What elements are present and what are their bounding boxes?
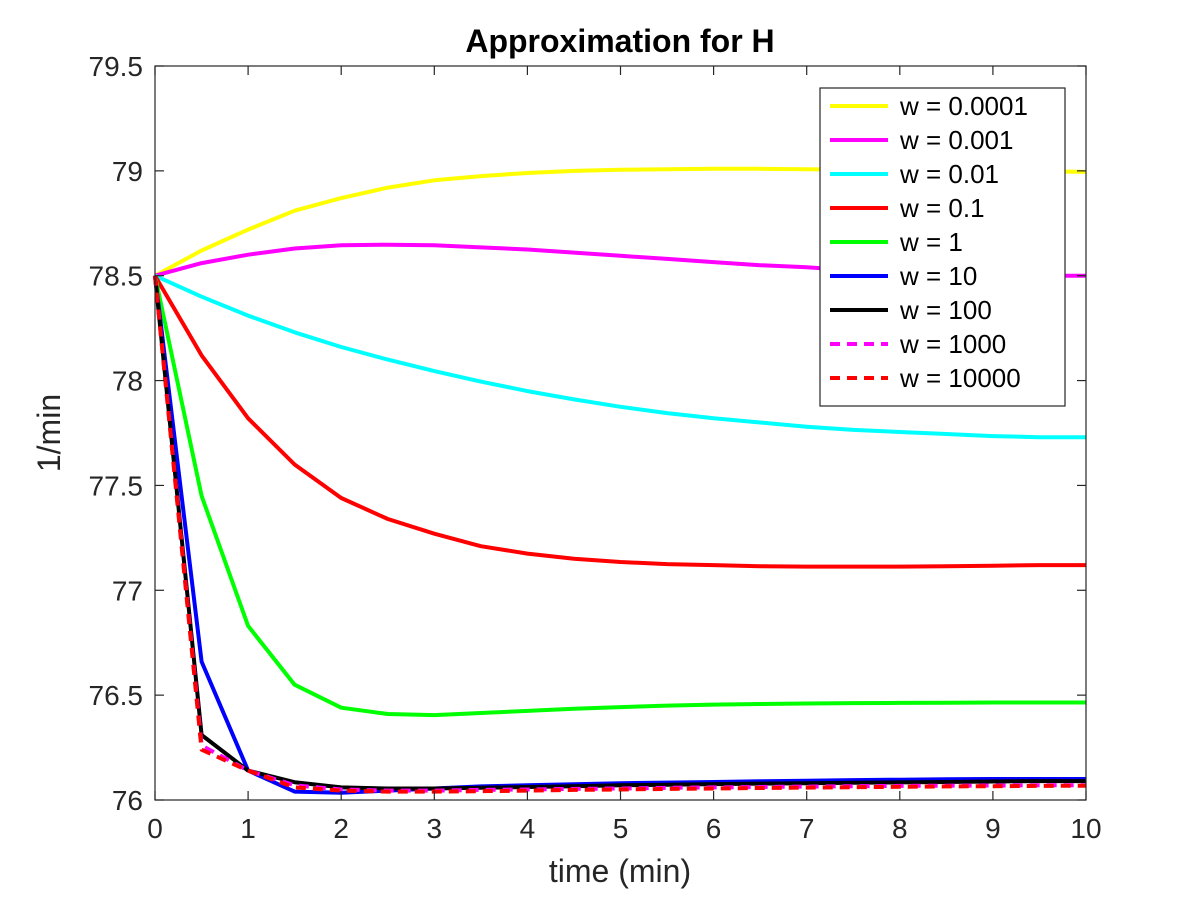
y-tick-label: 77.5 xyxy=(89,470,144,501)
series-line-6 xyxy=(153,275,1086,791)
legend-label-3: w = 0.1 xyxy=(899,193,985,223)
y-tick-label: 79 xyxy=(112,156,143,187)
x-tick-label: 3 xyxy=(427,813,443,844)
series-line-4 xyxy=(153,275,1086,718)
y-tick-label: 79.5 xyxy=(89,51,144,82)
y-tick-label: 76 xyxy=(112,785,143,816)
series-line-5 xyxy=(153,275,1086,795)
series-layer xyxy=(153,166,1087,795)
x-tick-label: 5 xyxy=(613,813,629,844)
series-line-3 xyxy=(153,274,1086,569)
y-tick-label: 77 xyxy=(112,575,143,606)
legend-label-5: w = 10 xyxy=(899,261,977,291)
x-tick-label: 1 xyxy=(240,813,256,844)
x-tick-label: 8 xyxy=(892,813,908,844)
legend-label-8: w = 10000 xyxy=(899,363,1021,393)
x-tick-label: 4 xyxy=(520,813,536,844)
y-tick-label: 76.5 xyxy=(89,680,144,711)
x-tick-label: 6 xyxy=(706,813,722,844)
y-tick-label: 78.5 xyxy=(89,261,144,292)
x-tick-label: 9 xyxy=(985,813,1001,844)
legend-label-2: w = 0.01 xyxy=(899,159,999,189)
x-axis-label: time (min) xyxy=(549,853,691,889)
y-tick-label: 78 xyxy=(112,366,143,397)
legend-label-6: w = 100 xyxy=(899,295,992,325)
series-line-8 xyxy=(153,275,1087,794)
x-tick-label: 0 xyxy=(147,813,163,844)
legend-label-1: w = 0.001 xyxy=(899,125,1013,155)
x-tick-label: 2 xyxy=(333,813,349,844)
y-axis-label: 1/min xyxy=(31,394,67,472)
legend-label-0: w = 0.0001 xyxy=(899,91,1028,121)
legend-label-7: w = 1000 xyxy=(899,329,1006,359)
x-tick-label: 7 xyxy=(799,813,815,844)
chart-title: Approximation for H xyxy=(465,23,774,59)
legend: w = 0.0001 w = 0.001 w = 0.01 w = 0.1 w = 1 w… xyxy=(819,87,1066,407)
legend-label-4: w = 1 xyxy=(899,227,963,257)
x-tick-label: 10 xyxy=(1070,813,1101,844)
series-line-2 xyxy=(154,273,1086,440)
